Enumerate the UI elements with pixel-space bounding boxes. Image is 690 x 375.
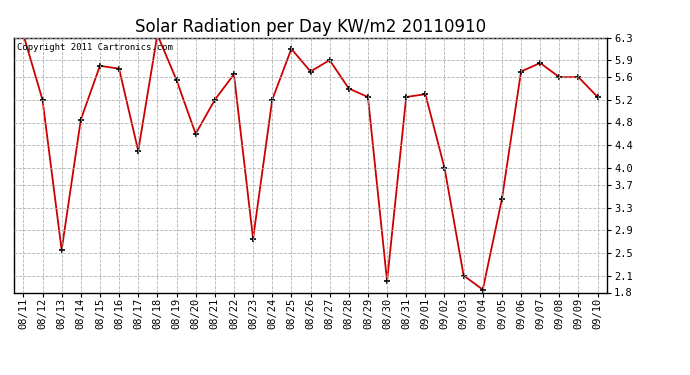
Title: Solar Radiation per Day KW/m2 20110910: Solar Radiation per Day KW/m2 20110910 (135, 18, 486, 36)
Text: Copyright 2011 Cartronics.com: Copyright 2011 Cartronics.com (17, 43, 172, 52)
